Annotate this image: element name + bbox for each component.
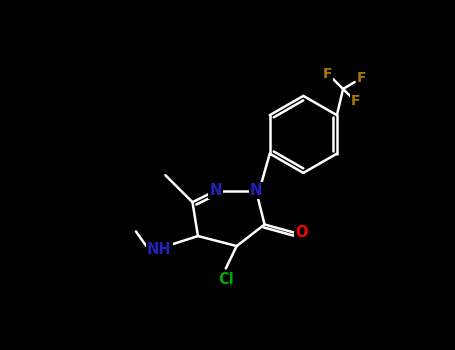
Text: Cl: Cl [218, 272, 234, 287]
Text: O: O [296, 225, 308, 240]
Text: F: F [323, 66, 332, 80]
Text: N: N [210, 183, 222, 198]
Text: F: F [357, 71, 366, 85]
Text: N: N [250, 183, 262, 198]
Text: NH: NH [147, 243, 172, 257]
Text: F: F [351, 94, 360, 108]
